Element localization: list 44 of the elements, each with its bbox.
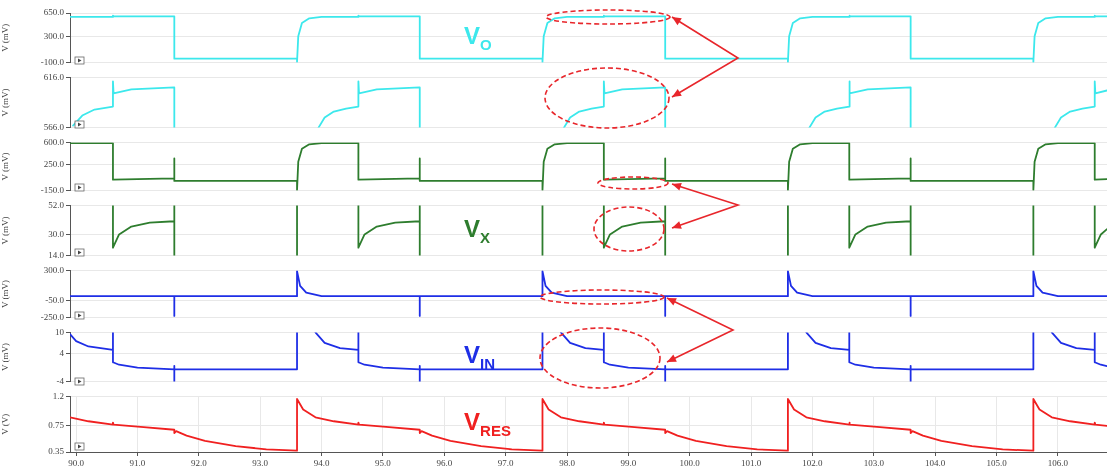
x-tick-label: 102.0 xyxy=(802,457,824,468)
x-tick-label: 97.0 xyxy=(497,457,515,468)
y-tick-label: -250.0 xyxy=(40,311,65,322)
y-tick-label: 4 xyxy=(59,347,65,358)
y-tick-label: 250.0 xyxy=(43,159,65,170)
y-tick-label: 10 xyxy=(55,326,65,337)
x-tick-label: 104.0 xyxy=(925,457,946,468)
x-tick-label: 98.0 xyxy=(559,457,576,468)
x-tick-label: 94.0 xyxy=(313,457,330,468)
y-tick-label: 616.0 xyxy=(43,71,65,82)
y-axis-title: V (mV) xyxy=(0,88,10,117)
y-tick-label: 52.0 xyxy=(48,199,65,210)
y-tick-label: 600.0 xyxy=(43,136,65,147)
y-axis-title: V (mV) xyxy=(0,216,10,245)
y-tick-label: -100.0 xyxy=(40,56,65,67)
y-axis-title: V (mV) xyxy=(0,152,10,181)
y-axis-title: V (mV) xyxy=(0,23,10,52)
y-axis-title: V (mV) xyxy=(0,342,10,372)
y-tick-label: -4 xyxy=(56,375,65,386)
y-tick-label: 300.0 xyxy=(43,264,65,275)
y-tick-label: 566.0 xyxy=(43,121,65,132)
x-tick-label: 106.0 xyxy=(1047,457,1069,468)
x-tick-label: 93.0 xyxy=(252,457,269,468)
x-tick-label: 101.0 xyxy=(740,457,762,468)
y-tick-label: 14.0 xyxy=(48,249,65,260)
y-tick-label: 650.0 xyxy=(43,7,65,18)
y-tick-label: 0.75 xyxy=(48,420,65,431)
x-tick-label: 105.0 xyxy=(986,457,1008,468)
y-tick-label: 1.2 xyxy=(52,390,64,401)
x-tick-label: 90.0 xyxy=(68,457,85,468)
x-tick-label: 103.0 xyxy=(863,457,885,468)
y-axis-title: V (V) xyxy=(0,413,10,435)
x-tick-label: 96.0 xyxy=(436,457,453,468)
y-tick-label: 0.35 xyxy=(48,446,65,457)
y-tick-label: -150.0 xyxy=(40,184,65,195)
y-tick-label: 30.0 xyxy=(48,228,65,239)
y-tick-label: -50.0 xyxy=(45,294,65,305)
x-tick-label: 100.0 xyxy=(679,457,701,468)
x-tick-label: 95.0 xyxy=(375,457,392,468)
x-tick-label: 92.0 xyxy=(190,457,208,468)
y-tick-label: 300.0 xyxy=(43,30,65,41)
x-tick-label: 91.0 xyxy=(129,457,146,468)
y-axis-title: V (mV) xyxy=(0,279,10,309)
x-tick-label: 99.0 xyxy=(620,457,637,468)
